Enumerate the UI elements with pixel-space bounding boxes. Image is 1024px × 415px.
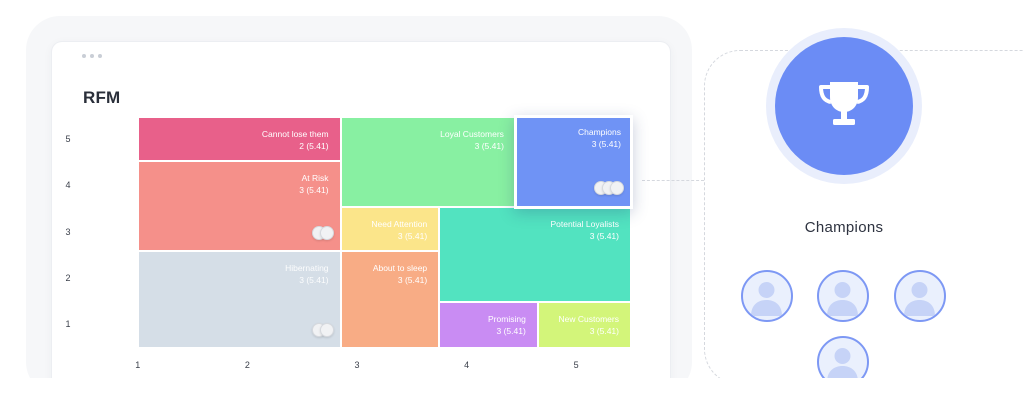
- segment-new-customers[interactable]: New Customers 3 (5.41): [538, 302, 630, 347]
- chart-title: RFM: [83, 88, 121, 107]
- segment-value: 2 (5.41): [299, 141, 329, 151]
- member-avatar[interactable]: [894, 270, 946, 322]
- segment-avatars[interactable]: [594, 181, 624, 196]
- y-tick-label: 5: [65, 134, 71, 145]
- segment-name: Potential Loyalists: [550, 219, 619, 230]
- segment-name: Promising: [488, 313, 526, 324]
- window-dots-icon[interactable]: [82, 54, 102, 58]
- segment-name: Champions: [577, 127, 621, 137]
- segment-value: 3 (5.41): [496, 325, 526, 336]
- segment-name: Need Attention: [371, 219, 428, 230]
- segment-name: Cannot lose them: [261, 129, 329, 139]
- segment-need-attention[interactable]: Need Attention 3 (5.41): [341, 208, 439, 250]
- user-avatar-icon: [904, 282, 935, 316]
- segment-value: 3 (5.41): [299, 184, 329, 195]
- segment-value: 3 (5.41): [591, 139, 621, 149]
- y-tick-label: 3: [65, 226, 71, 237]
- x-tick-label: 3: [354, 360, 360, 370]
- x-tick-label: 1: [135, 360, 141, 370]
- x-tick-label: 2: [244, 360, 250, 370]
- segment-potential-loyalists[interactable]: Potential Loyalists 3 (5.41): [440, 208, 630, 301]
- segment-avatars[interactable]: [311, 225, 334, 240]
- y-tick-label: 1: [65, 318, 71, 329]
- segment-at-risk[interactable]: At Risk 3 (5.41): [138, 161, 340, 250]
- member-avatar[interactable]: [817, 270, 869, 322]
- segment-label: Champions: [804, 219, 884, 236]
- x-tick-label: 5: [573, 360, 579, 370]
- segment-promising[interactable]: Promising 3 (5.41): [440, 302, 537, 347]
- connector-line: [642, 180, 704, 181]
- user-avatar-icon: [319, 225, 334, 240]
- bottom-fade: [0, 378, 1024, 415]
- segment-name: Hibernating: [285, 262, 329, 273]
- segment-loyal-customers[interactable]: Loyal Customers 3 (5.41): [341, 118, 515, 207]
- user-avatar-icon: [319, 323, 334, 337]
- y-tick-label: 2: [65, 272, 71, 283]
- trophy-icon: [819, 82, 869, 125]
- user-avatar-icon: [827, 282, 858, 316]
- champions-badge[interactable]: [775, 37, 913, 175]
- segment-avatars[interactable]: [311, 323, 334, 337]
- segment-name: New Customers: [558, 313, 619, 324]
- segment-value: 3 (5.41): [589, 231, 619, 242]
- segment-value: 3 (5.41): [589, 325, 619, 336]
- segment-value: 3 (5.41): [397, 274, 428, 285]
- member-avatar[interactable]: [741, 270, 793, 322]
- segment-value: 3 (5.41): [299, 274, 329, 285]
- segment-value: 3 (5.41): [397, 231, 428, 242]
- segment-name: About to sleep: [372, 262, 428, 273]
- segment-value: 3 (5.41): [474, 141, 504, 151]
- x-tick-label: 4: [464, 360, 470, 370]
- segment-cannot-lose-them[interactable]: Cannot lose them 2 (5.41): [138, 118, 340, 160]
- segment-hibernating[interactable]: Hibernating 3 (5.41): [138, 251, 340, 347]
- segment-name: At Risk: [301, 172, 329, 183]
- segment-about-to-sleep[interactable]: About to sleep 3 (5.41): [341, 251, 439, 347]
- y-tick-label: 4: [65, 180, 71, 191]
- user-avatar-icon: [610, 181, 624, 196]
- user-avatar-icon: [751, 282, 782, 316]
- segment-name: Loyal Customers: [440, 129, 504, 139]
